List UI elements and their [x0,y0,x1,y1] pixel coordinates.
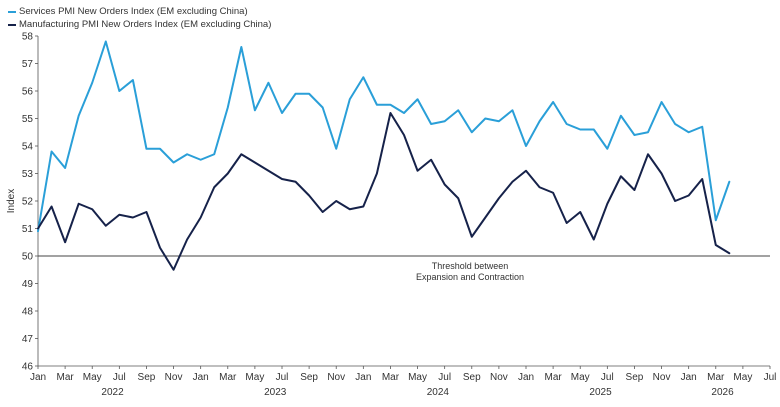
legend-item-services: Services PMI New Orders Index (EM exclud… [8,5,271,18]
y-tick-label: 53 [22,169,34,180]
x-year-label: 2026 [711,387,734,398]
y-tick-label: 55 [22,114,34,125]
legend-swatch-services [8,10,16,13]
legend-label-manufacturing: Manufacturing PMI New Orders Index (EM e… [19,19,272,30]
manufacturing-series-line [37,112,731,271]
x-tick-label: Mar [56,372,74,383]
x-tick-label: Jan [681,372,697,383]
services-series-line [37,40,731,233]
x-tick-label: Jan [355,372,371,383]
x-tick-label: Jan [518,372,534,383]
y-tick-label: 54 [22,142,34,153]
x-tick-label: May [408,372,427,383]
x-tick-label: Nov [490,372,508,383]
x-tick-label: May [733,372,752,383]
threshold-label-line1: Threshold between [432,261,509,271]
y-tick-label: 49 [22,279,34,290]
y-tick-label: 47 [22,334,34,345]
x-tick-label: Jul [764,372,777,383]
y-tick-label: 46 [22,362,34,373]
x-year-label: 2024 [427,387,450,398]
y-tick-label: 48 [22,307,34,318]
x-tick-label: Sep [626,372,644,383]
x-tick-label: Jan [30,372,46,383]
x-tick-label: Mar [707,372,725,383]
x-tick-label: Mar [544,372,562,383]
x-tick-label: Jul [438,372,451,383]
x-tick-label: Sep [300,372,318,383]
threshold-label-line2: Expansion and Contraction [416,272,524,282]
x-tick-label: Jul [601,372,614,383]
x-tick-label: Nov [165,372,183,383]
x-tick-label: May [83,372,102,383]
y-tick-label: 58 [22,32,34,43]
x-year-label: 2025 [589,387,612,398]
x-tick-label: Jul [113,372,126,383]
x-year-label: 2022 [101,387,124,398]
legend-label-services: Services PMI New Orders Index (EM exclud… [19,6,248,17]
x-year-label: 2023 [264,387,287,398]
x-tick-label: Mar [382,372,400,383]
x-tick-label: Jul [276,372,289,383]
y-tick-label: 52 [22,197,34,208]
x-tick-label: Mar [219,372,237,383]
legend-item-manufacturing: Manufacturing PMI New Orders Index (EM e… [8,18,271,31]
x-tick-label: Sep [138,372,156,383]
y-tick-label: 57 [22,59,34,70]
x-tick-label: May [245,372,264,383]
x-tick-label: Nov [653,372,671,383]
y-tick-label: 56 [22,87,34,98]
x-tick-label: Sep [463,372,481,383]
x-tick-label: May [571,372,590,383]
legend: Services PMI New Orders Index (EM exclud… [8,5,271,31]
y-tick-label: 51 [22,224,34,235]
y-axis-title: Index [6,189,17,213]
x-tick-label: Nov [327,372,345,383]
y-tick-label: 50 [22,252,34,263]
x-tick-label: Jan [193,372,209,383]
legend-swatch-manufacturing [8,23,16,26]
